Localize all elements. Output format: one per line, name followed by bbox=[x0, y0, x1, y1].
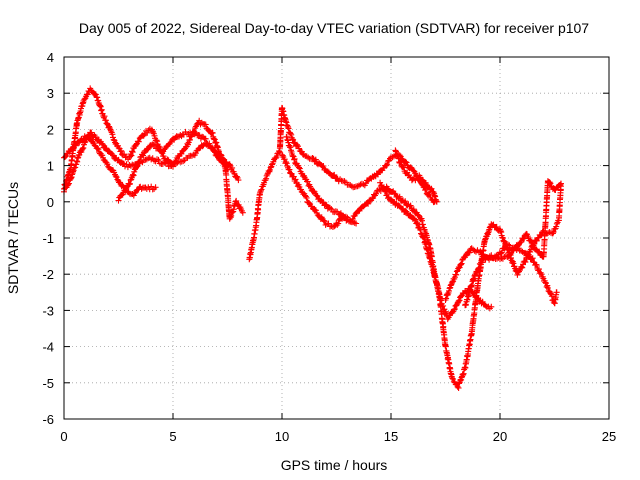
x-tick-label: 0 bbox=[60, 429, 67, 444]
series-track-i bbox=[442, 241, 560, 307]
grid-layer bbox=[64, 57, 609, 419]
y-tick-label: 0 bbox=[47, 195, 54, 210]
y-tick-label: -2 bbox=[42, 267, 54, 282]
y-tick-label: 2 bbox=[47, 122, 54, 137]
y-tick-label: -4 bbox=[42, 340, 54, 355]
x-tick-label: 10 bbox=[275, 429, 289, 444]
y-axis-label: SDTVAR / TECUs bbox=[5, 182, 21, 294]
tick-layer: 0 5 10 15 20 25 -6 -5 -4 -3 -2 -1 0 1 2 3 4 bbox=[42, 50, 616, 444]
series-track-j bbox=[462, 178, 564, 309]
y-tick-label: -1 bbox=[42, 231, 54, 246]
y-tick-label: 4 bbox=[47, 50, 54, 65]
series-layer bbox=[61, 85, 564, 391]
series-track-k bbox=[392, 147, 440, 205]
series-track-d bbox=[115, 128, 231, 204]
series-track-g bbox=[283, 133, 360, 227]
y-tick-label: -6 bbox=[42, 412, 54, 427]
x-tick-label: 25 bbox=[602, 429, 616, 444]
y-tick-label: 1 bbox=[47, 159, 54, 174]
x-tick-label: 20 bbox=[493, 429, 507, 444]
x-tick-label: 15 bbox=[384, 429, 398, 444]
x-tick-label: 5 bbox=[169, 429, 176, 444]
chart-title: Day 005 of 2022, Sidereal Day-to-day VTE… bbox=[79, 20, 589, 36]
y-tick-label: 3 bbox=[47, 86, 54, 101]
y-tick-label: -5 bbox=[42, 376, 54, 391]
x-axis-label: GPS time / hours bbox=[281, 457, 388, 473]
y-tick-label: -3 bbox=[42, 303, 54, 318]
series-track-f bbox=[279, 151, 495, 323]
series-track-e bbox=[246, 104, 438, 263]
